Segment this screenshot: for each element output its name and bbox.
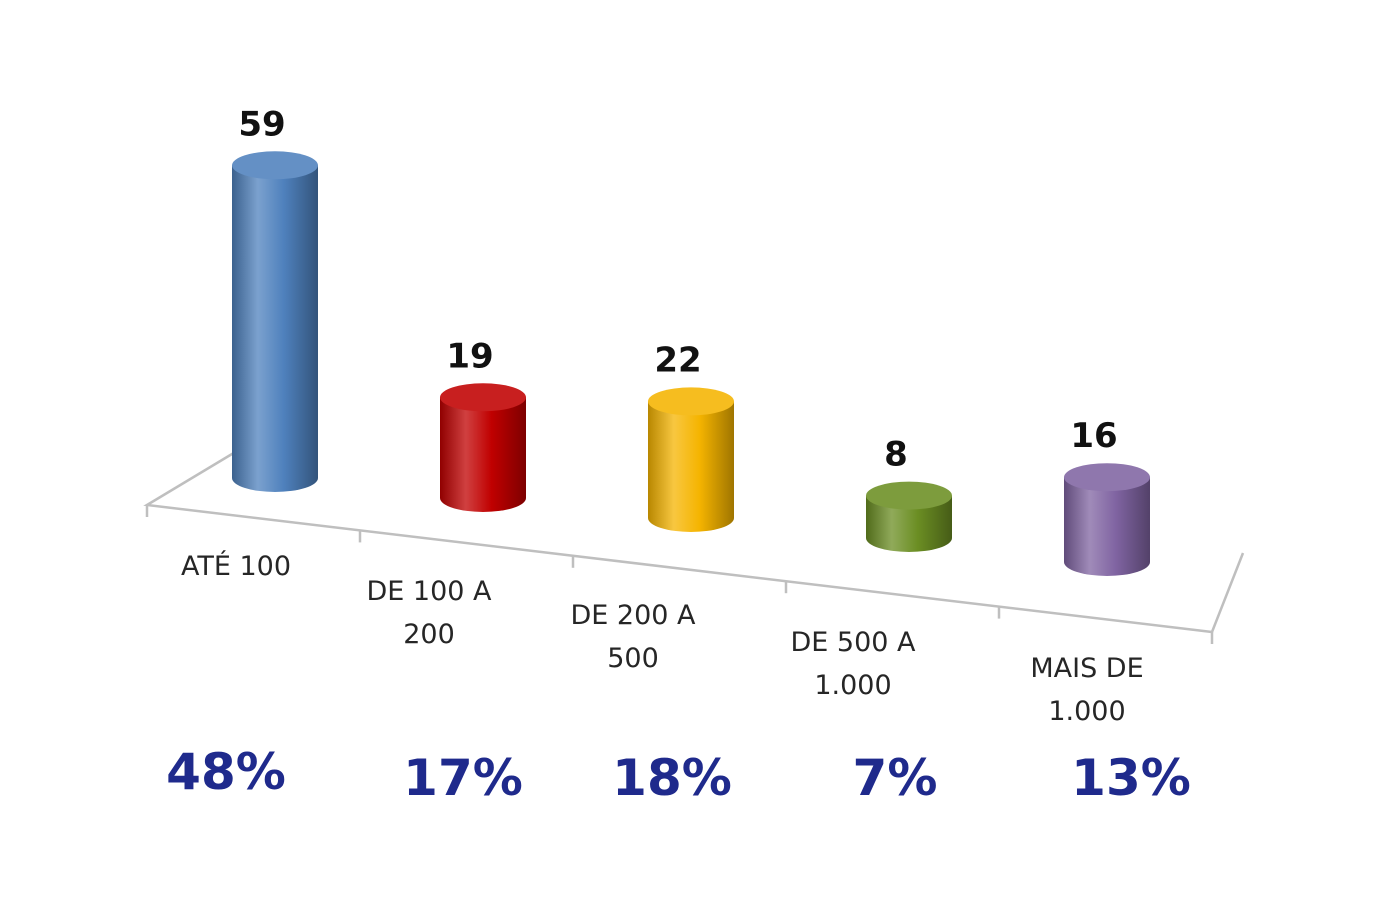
value-label: 19 <box>446 336 493 376</box>
category-label: DE 200 A 500 <box>570 600 696 674</box>
value-label: 8 <box>884 435 908 475</box>
chart-floor <box>143 449 1245 644</box>
value-label: 16 <box>1070 416 1117 456</box>
category-label: DE 100 A 200 <box>366 576 492 650</box>
category-label: ATÉ 100 <box>181 550 291 582</box>
floor-outline <box>143 449 1245 634</box>
bar-top <box>866 481 952 510</box>
bar-top <box>440 383 526 412</box>
bar-top <box>648 387 734 416</box>
percentage-label: 48% <box>166 743 286 801</box>
bar-3 <box>648 387 734 532</box>
bars-group <box>232 151 1150 576</box>
percentage-label: 7% <box>853 749 938 807</box>
bar-1 <box>232 151 318 493</box>
percentage-label: 17% <box>403 749 523 807</box>
bar-body <box>866 495 952 552</box>
value-label: 22 <box>654 340 701 380</box>
category-label: MAIS DE 1.000 <box>1030 653 1143 727</box>
bar-body <box>232 165 318 493</box>
bar-top <box>1064 463 1150 492</box>
bar-5 <box>1064 463 1150 576</box>
percentage-label: 18% <box>612 749 732 807</box>
bar-top <box>232 151 318 180</box>
bar-4 <box>866 481 952 552</box>
bar-2 <box>440 383 526 512</box>
category-label: DE 500 A 1.000 <box>790 627 916 701</box>
bar-body <box>648 401 734 532</box>
bar-body <box>440 397 526 512</box>
bar-body <box>1064 477 1150 576</box>
percentage-label: 13% <box>1071 749 1191 807</box>
labels-group: 59 19 22 8 16 ATÉ 100 DE 100 A 200 DE 200 A 500 DE… <box>166 104 1191 807</box>
value-label: 59 <box>238 104 285 144</box>
